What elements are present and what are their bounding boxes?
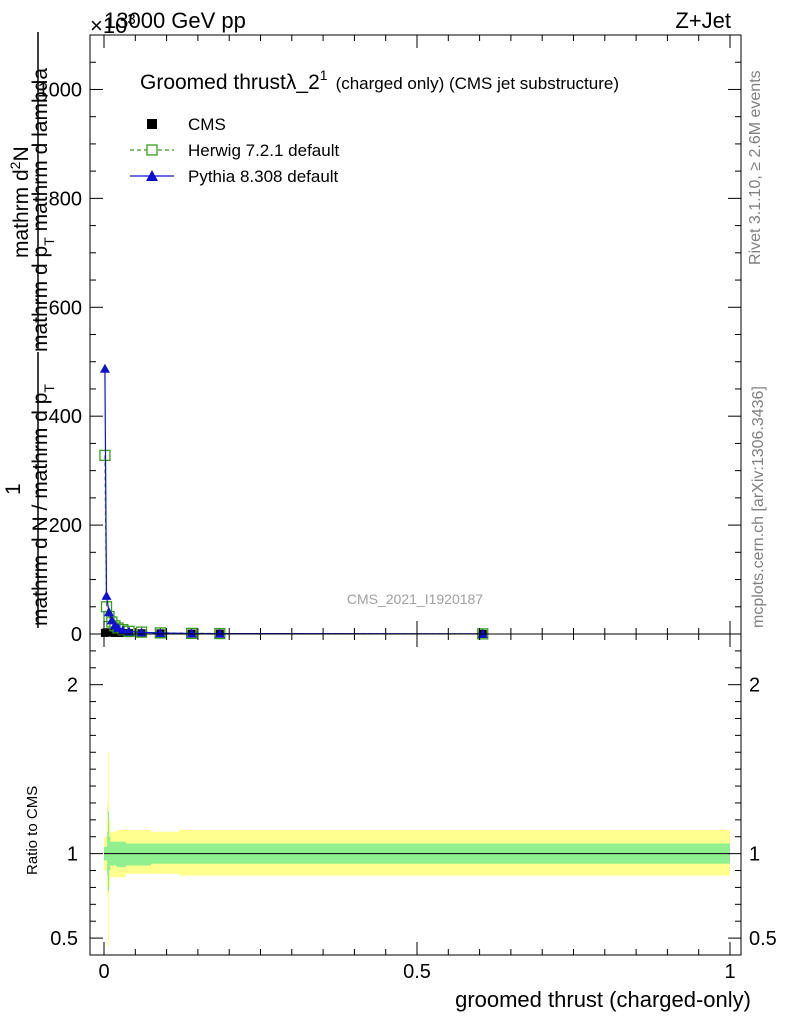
main-ytick-label: 0 xyxy=(71,624,82,646)
legend-label: Herwig 7.2.1 default xyxy=(188,141,339,160)
xtick-label: 0.5 xyxy=(403,961,431,983)
legend-entry: Herwig 7.2.1 default xyxy=(130,141,339,160)
data-point xyxy=(155,628,166,638)
analysis-id: CMS_2021_I1920187 xyxy=(347,591,483,607)
axes-layer: 0 200 400 600 800 1000 0.5 0.5 1 1 2 2 0 0.5 1 xyxy=(38,34,777,983)
data-point xyxy=(117,625,128,635)
ratio-ytick-label-right: 2 xyxy=(749,675,760,697)
series-1 xyxy=(99,449,489,640)
svg-text:mathrm d pT mathrm d lambda: mathrm d pT mathrm d lambda xyxy=(29,68,57,352)
xtick-label: 1 xyxy=(724,961,735,983)
data-point xyxy=(101,590,112,600)
legend-label: Pythia 8.308 default xyxy=(188,167,339,186)
data-point xyxy=(186,628,197,638)
ratio-uncertainty-bands xyxy=(104,752,730,947)
ratio-ytick-label: 1 xyxy=(67,844,78,866)
xtick-label: 0 xyxy=(98,961,109,983)
ratio-ytick-label: 2 xyxy=(67,675,78,697)
legend-marker xyxy=(147,119,157,129)
process-label: Z+Jet xyxy=(675,8,731,33)
data-point xyxy=(124,626,135,636)
legend-marker xyxy=(146,144,158,156)
legend-entry: Pythia 8.308 default xyxy=(130,167,339,186)
legend: CMS Herwig 7.2.1 default Pythia 8.308 defa… xyxy=(130,115,339,186)
plot-title: Groomed thrustλ_21 (charged only) (CMS je… xyxy=(140,67,619,94)
data-point xyxy=(477,628,488,638)
x-axis-label: groomed thrust (charged-only) xyxy=(455,987,751,1012)
ratio-frame xyxy=(89,633,742,956)
ratio-ytick-label: 0.5 xyxy=(50,928,78,950)
svg-text:mathrm d N / mathrm d pT: mathrm d N / mathrm d pT xyxy=(29,384,57,626)
svg-text:mathrm d2N: mathrm d2N xyxy=(7,146,33,258)
ratio-ylabel: Ratio to CMS xyxy=(24,786,41,875)
ratio-band-stat xyxy=(104,811,730,891)
data-point xyxy=(214,628,225,638)
ratio-ytick-label-right: 1 xyxy=(749,844,760,866)
rivet-info: Rivet 3.1.10, ≥ 2.6M events xyxy=(747,70,764,265)
svg-text:1: 1 xyxy=(2,483,25,495)
main-ylabel: mathrm d2N mathrm d pT mathrm d lambda 1… xyxy=(2,32,57,628)
legend-entry: CMS xyxy=(147,115,226,134)
legend-label: CMS xyxy=(188,115,226,134)
main-ytick-label: 200 xyxy=(49,515,82,537)
mcplots-info: mcplots.cern.ch [arXiv:1306.3436] xyxy=(750,386,767,628)
series-line xyxy=(104,455,483,635)
main-ytick-label: 800 xyxy=(49,188,82,210)
data-point xyxy=(99,363,110,373)
data-point xyxy=(104,607,115,617)
main-ytick-label: 400 xyxy=(49,406,82,428)
main-ytick-label: 600 xyxy=(49,297,82,319)
energy-label: 13000 GeV pp xyxy=(104,8,246,33)
exponent-label: ×103 xyxy=(90,11,136,38)
legend-marker xyxy=(146,170,158,181)
main-ytick-label: 1000 xyxy=(38,79,83,101)
ratio-ytick-label-right: 0.5 xyxy=(749,928,777,950)
